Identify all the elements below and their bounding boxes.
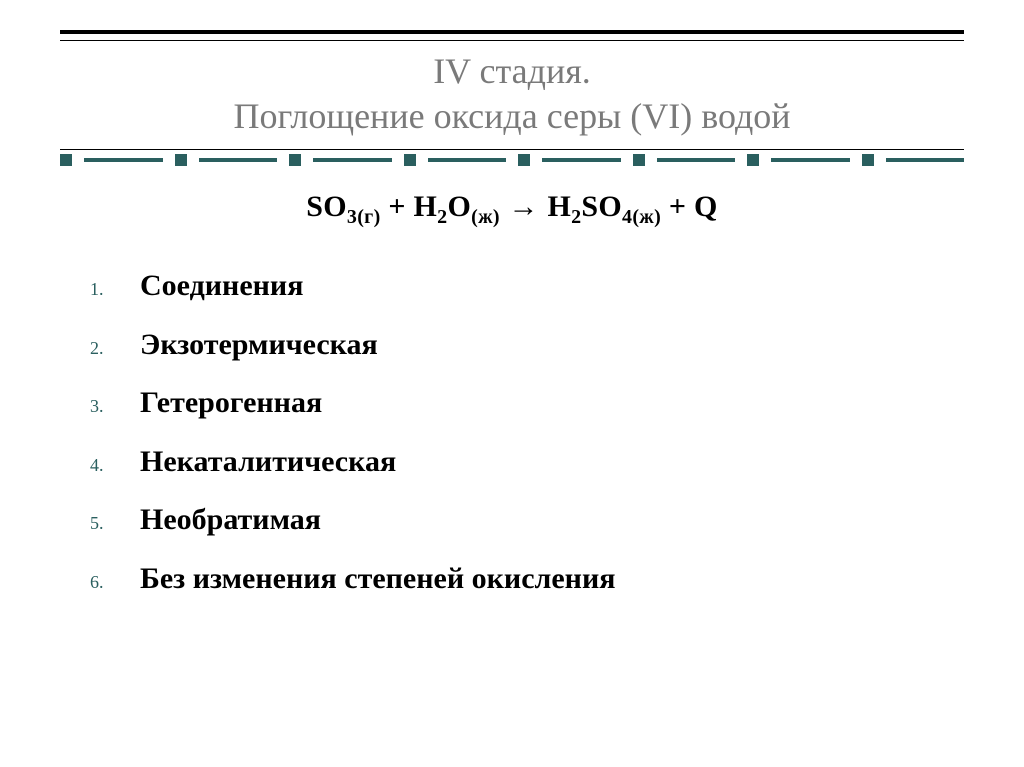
list-item-label: Необратимая <box>140 491 321 550</box>
list-item-label: Без изменения степеней окисления <box>140 550 615 609</box>
list-item-label: Гетерогенная <box>140 374 322 433</box>
list-item: Экзотермическая <box>90 316 964 375</box>
list-item: Соединения <box>90 257 964 316</box>
list-item: Гетерогенная <box>90 374 964 433</box>
eq-h2o-phase: (ж) <box>471 206 500 228</box>
list-item: Некаталитическая <box>90 433 964 492</box>
eq-arrow: → <box>500 190 548 223</box>
eq-h2so4-h: H <box>547 190 571 223</box>
list-item: Без изменения степеней окисления <box>90 550 964 609</box>
list-item: Необратимая <box>90 491 964 550</box>
slide-title: IV стадия. Поглощение оксида серы (VI) в… <box>60 41 964 149</box>
eq-so3: SO <box>306 190 347 223</box>
title-line-1: IV стадия. <box>60 49 964 94</box>
chemical-equation: SO3(г) + Н2О(ж) → H2SO4(ж) + Q <box>60 166 964 257</box>
eq-plus-1: + <box>381 190 414 223</box>
list-item-label: Некаталитическая <box>140 433 396 492</box>
properties-list: Соединения Экзотермическая Гетерогенная … <box>60 257 964 608</box>
decorative-dotted-rule <box>60 154 964 166</box>
eq-h2o-h: Н <box>414 190 438 223</box>
eq-h2so4-sub2: 4(ж) <box>622 206 661 228</box>
list-item-label: Экзотермическая <box>140 316 378 375</box>
title-line-2: Поглощение оксида серы (VI) водой <box>60 94 964 139</box>
eq-h2so4-so: SO <box>581 190 622 223</box>
eq-h2so4-sub1: 2 <box>571 206 581 228</box>
eq-h2o-sub: 2 <box>437 206 447 228</box>
eq-h2o-o: О <box>447 190 471 223</box>
eq-so3-sub: 3(г) <box>347 206 381 228</box>
eq-plus-q: + Q <box>661 190 718 223</box>
list-item-label: Соединения <box>140 257 303 316</box>
